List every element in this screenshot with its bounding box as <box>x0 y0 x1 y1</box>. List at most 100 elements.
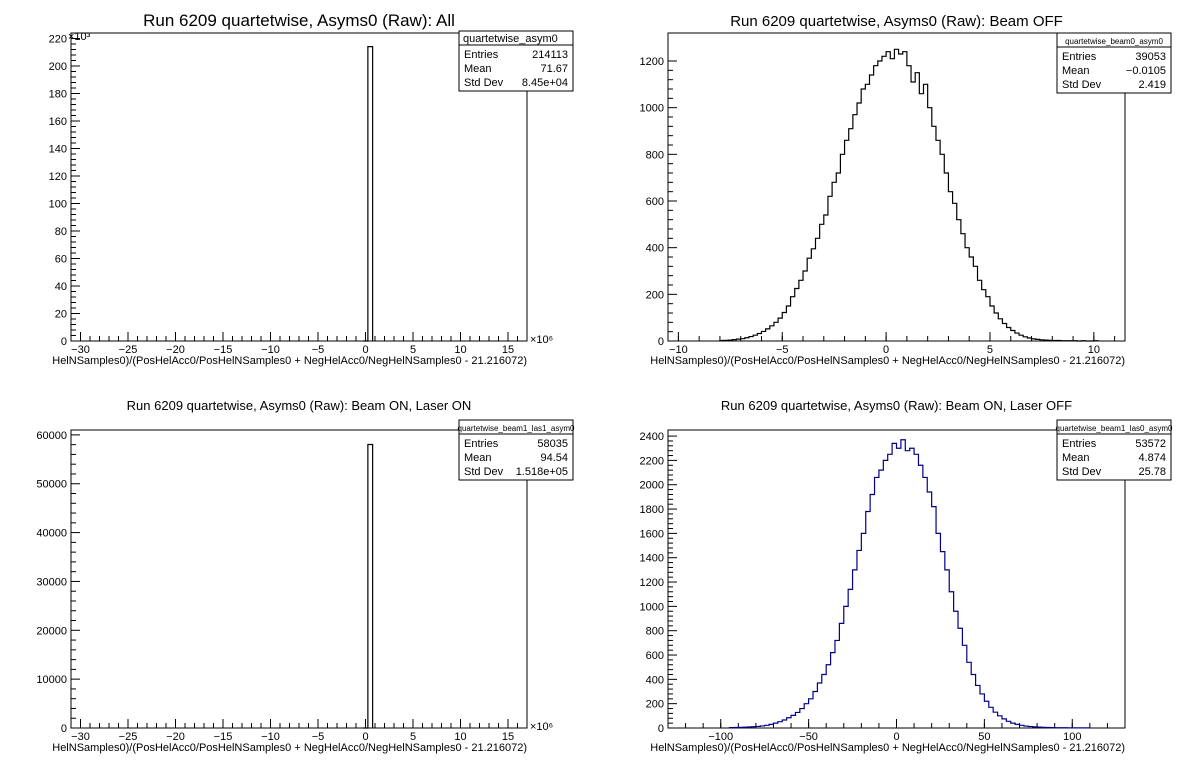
stats-label: Mean <box>1062 65 1090 77</box>
x-tick-label: −10 <box>669 344 688 356</box>
stats-label: Entries <box>1062 51 1097 63</box>
x-tick-label: 50 <box>978 731 990 743</box>
stats-value: 71.67 <box>540 63 568 75</box>
chart-title: Run 6209 quartetwise, Asyms0 (Raw): All <box>143 11 455 30</box>
plot-frame <box>667 32 1126 342</box>
x-tick-label: 0 <box>883 344 889 356</box>
x-axis-label: HelNSamples0)/(PosHelAcc0/PosHelNSamples… <box>52 355 527 367</box>
x-axis-label: HelNSamples0)/(PosHelAcc0/PosHelNSamples… <box>52 742 527 754</box>
histogram-panel: Run 6209 quartetwise, Asyms0 (Raw): Beam… <box>640 13 1172 367</box>
y-tick-label: 60 <box>55 254 67 266</box>
x-tick-label: 0 <box>362 344 368 356</box>
y-tick-label: 10000 <box>36 674 67 686</box>
stats-box-frame <box>458 30 574 92</box>
x-axis-exponent: ×10⁶ <box>530 334 553 346</box>
x-tick-label: −15 <box>214 731 233 743</box>
stats-value: 8.45e+04 <box>522 77 568 89</box>
y-tick-label: 0 <box>658 336 664 348</box>
stats-value: 4.874 <box>1138 452 1166 464</box>
y-tick-label: 600 <box>646 650 664 662</box>
y-tick-label: 160 <box>49 116 67 128</box>
chart-title: Run 6209 quartetwise, Asyms0 (Raw): Beam… <box>127 398 472 413</box>
x-tick-label: −15 <box>214 344 233 356</box>
y-tick-label: 1400 <box>640 553 664 565</box>
stats-box-frame <box>1056 32 1172 94</box>
x-tick-label: 0 <box>893 731 899 743</box>
y-tick-label: 80 <box>55 226 67 238</box>
x-tick-label: 0 <box>362 731 368 743</box>
x-tick-label: −5 <box>312 344 325 356</box>
x-tick-label: 100 <box>1063 731 1081 743</box>
stats-label: Entries <box>1062 438 1097 450</box>
stats-value: −0.0105 <box>1126 65 1166 77</box>
stats-title: quartetwise_beam1_las0_asym0 <box>1056 424 1174 433</box>
y-tick-label: 0 <box>61 336 67 348</box>
y-tick-label: 40 <box>55 281 67 293</box>
x-tick-label: 10 <box>454 731 466 743</box>
y-tick-label: 20 <box>55 309 67 321</box>
stats-label: Mean <box>1062 452 1090 464</box>
x-tick-label: 5 <box>410 344 416 356</box>
y-axis-exponent: ×10³ <box>68 31 91 43</box>
y-tick-label: 400 <box>646 243 664 255</box>
x-tick-label: −30 <box>71 731 90 743</box>
x-axis-label: HelNSamples0)/(PosHelAcc0/PosHelNSamples… <box>650 742 1125 754</box>
x-tick-label: −100 <box>708 731 733 743</box>
x-tick-label: −25 <box>119 731 138 743</box>
stats-value: 2.419 <box>1138 79 1166 91</box>
x-tick-label: −20 <box>166 731 185 743</box>
stats-box: quartetwise_asym0 Entries 214113 Mean 71.67 S… <box>458 30 574 92</box>
y-tick-label: 800 <box>646 149 664 161</box>
stats-value: 1.518e+05 <box>516 466 568 478</box>
stats-label: Std Dev <box>1062 466 1102 478</box>
y-tick-label: 30000 <box>36 576 67 588</box>
x-tick-label: 10 <box>1088 344 1100 356</box>
histogram-line <box>363 443 374 729</box>
stats-value: 39053 <box>1135 51 1166 63</box>
y-tick-label: 180 <box>49 89 67 101</box>
stats-box: quartetwise_beam0_asym0 Entries 39053 Mean −… <box>1056 32 1172 94</box>
stats-label: Std Dev <box>464 466 504 478</box>
x-tick-label: −10 <box>261 731 280 743</box>
x-tick-label: −10 <box>261 344 280 356</box>
y-tick-label: 1000 <box>640 601 664 613</box>
stats-label: Entries <box>464 438 499 450</box>
histogram-panel: Run 6209 quartetwise, Asyms0 (Raw): All 0… <box>49 11 574 367</box>
histogram-line <box>728 439 1091 729</box>
stats-label: Std Dev <box>464 77 504 89</box>
y-tick-label: 2400 <box>640 431 664 443</box>
y-tick-label: 2200 <box>640 455 664 467</box>
x-tick-label: −5 <box>776 344 789 356</box>
y-tick-label: 20000 <box>36 625 67 637</box>
y-tick-label: 60000 <box>36 430 67 442</box>
stats-label: Entries <box>464 49 499 61</box>
y-tick-label: 220 <box>49 34 67 46</box>
y-tick-label: 800 <box>646 626 664 638</box>
y-tick-label: 1000 <box>640 103 664 115</box>
y-tick-label: 200 <box>646 699 664 711</box>
stats-box: quartetwise_beam1_las1_asym0 Entries 58035… <box>458 419 575 481</box>
y-tick-label: 1200 <box>640 577 664 589</box>
y-tick-label: 200 <box>646 289 664 301</box>
y-tick-label: 0 <box>658 723 664 735</box>
x-axis-exponent: ×10⁶ <box>530 721 553 733</box>
y-tick-label: 200 <box>49 61 67 73</box>
x-tick-label: −20 <box>166 344 185 356</box>
stats-label: Mean <box>464 452 492 464</box>
y-tick-label: 40000 <box>36 528 67 540</box>
stats-value: 53572 <box>1135 438 1166 450</box>
x-axis-label: HelNSamples0)/(PosHelAcc0/PosHelNSamples… <box>650 355 1125 367</box>
x-tick-label: 5 <box>987 344 993 356</box>
histogram-panel: Run 6209 quartetwise, Asyms0 (Raw): Beam… <box>640 398 1174 754</box>
stats-box-frame <box>458 419 574 481</box>
x-tick-label: 15 <box>502 731 514 743</box>
chart-title: Run 6209 quartetwise, Asyms0 (Raw): Beam… <box>721 398 1072 413</box>
x-tick-label: 15 <box>502 344 514 356</box>
stats-value: 25.78 <box>1138 466 1166 478</box>
stats-value: 58035 <box>537 438 568 450</box>
x-tick-label: −50 <box>799 731 818 743</box>
y-tick-label: 1800 <box>640 504 664 516</box>
stats-value: 94.54 <box>540 452 568 464</box>
y-tick-label: 50000 <box>36 479 67 491</box>
x-tick-label: −30 <box>71 344 90 356</box>
